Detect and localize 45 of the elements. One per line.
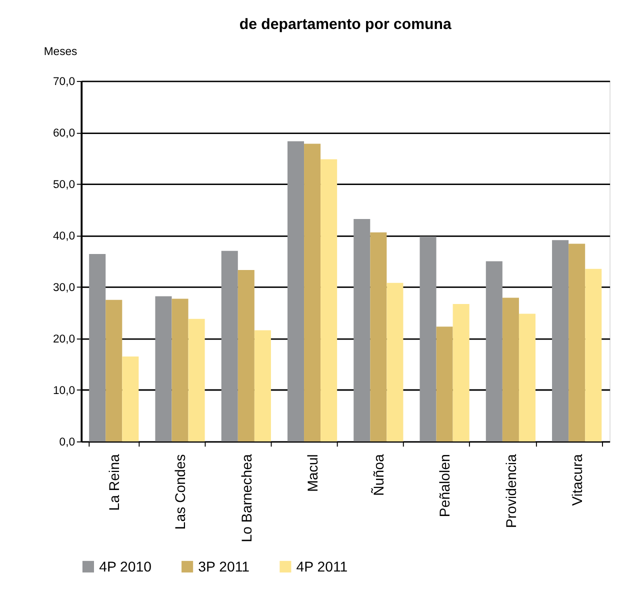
bar [172,298,188,442]
bar [89,254,106,442]
legend-label: 3P 2011 [198,558,250,574]
bar [354,218,370,442]
bar [370,232,387,442]
y-tick-label: 0,0 [59,436,76,449]
bar [552,240,569,442]
y-tick-label: 20,0 [52,334,76,346]
bar [386,282,404,442]
y-axis-title: Meses [44,46,78,58]
x-tick-label: La Reina [106,454,122,511]
bar [420,236,436,442]
y-tick-label: 60,0 [52,128,76,140]
bar [155,296,172,442]
bar [188,318,205,442]
legend-label: 4P 2010 [99,558,152,574]
bar [436,326,453,442]
x-tick-label: Lo Barnechea [238,454,254,542]
y-tick-label: 30,0 [52,282,76,294]
y-tick-label: 10,0 [52,385,76,398]
y-tick-label: 40,0 [52,230,76,243]
x-tick-label: Ñuñoa [370,454,387,496]
bar [518,314,536,442]
bar [585,268,602,442]
bar [304,144,321,442]
y-tick-label: 70,0 [52,76,76,88]
bar [122,356,139,442]
legend-label: 4P 2011 [296,558,348,574]
x-tick-label: Peñalolen [436,454,453,518]
bar [238,270,254,442]
bar [452,304,470,442]
x-tick-label: Macul [304,454,320,492]
chart-title: de departamento por comuna [239,16,452,34]
bar [287,141,304,442]
bar [221,250,238,442]
bar [254,330,271,442]
bar [568,244,586,442]
bar [106,300,122,442]
bar [486,261,502,442]
bar [320,159,338,442]
x-tick-label: Las Condes [172,454,188,530]
bar [502,298,519,442]
x-tick-label: Vitacura [569,454,586,506]
x-tick-label: Providencia [502,454,519,528]
y-tick-label: 50,0 [52,179,76,192]
